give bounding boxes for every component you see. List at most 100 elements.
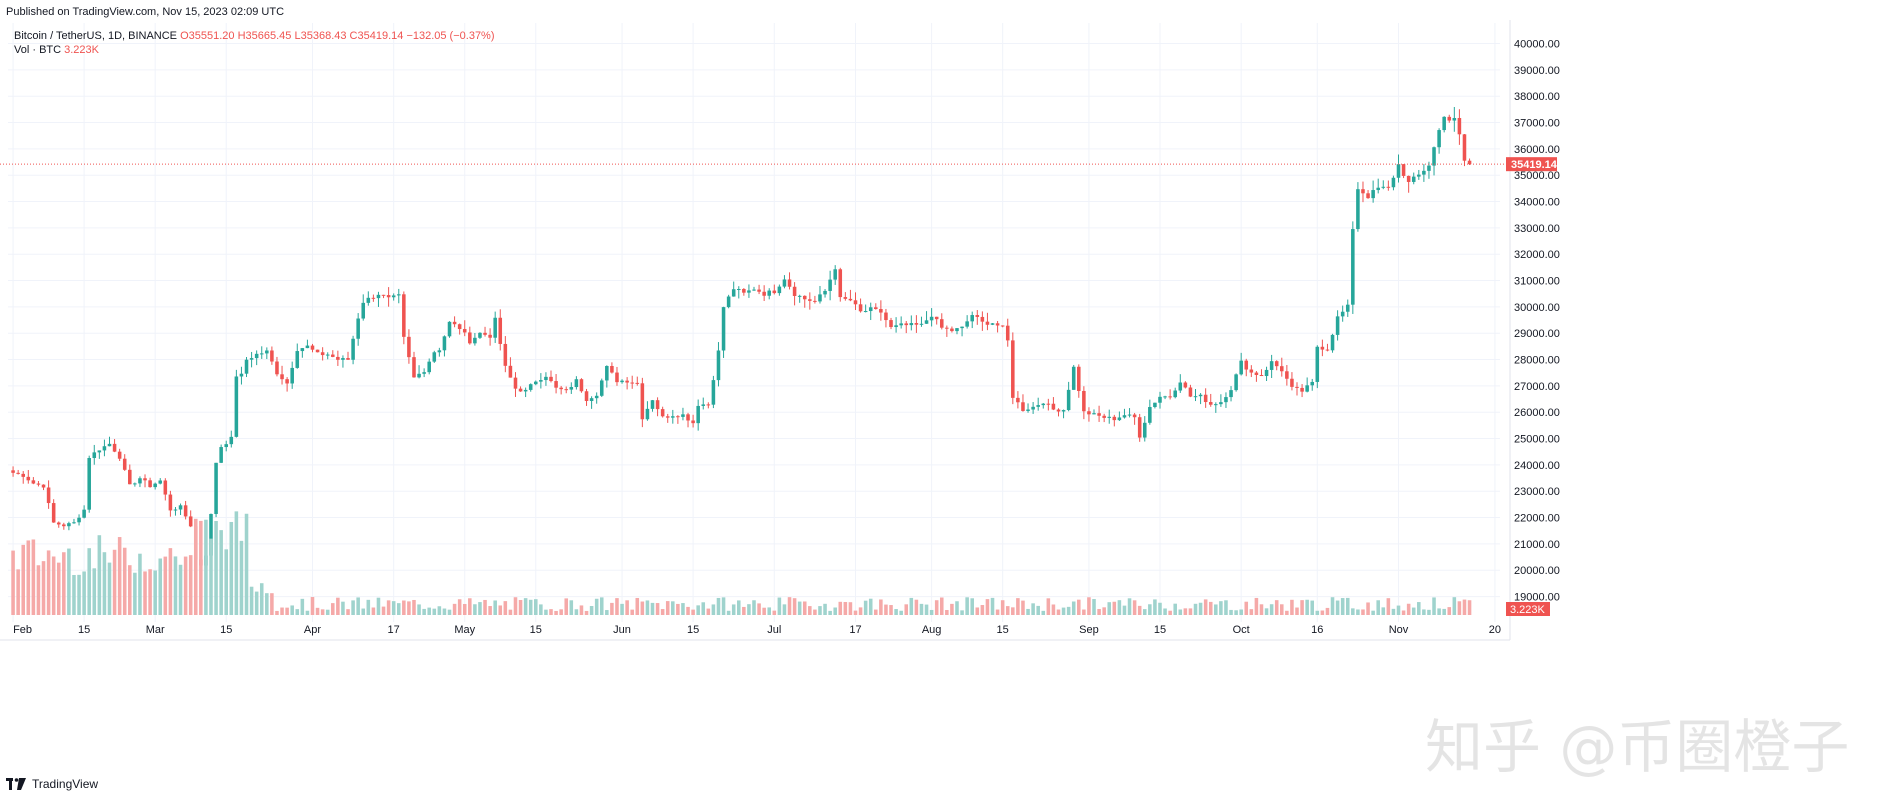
candle-body <box>569 387 574 390</box>
candle <box>1411 172 1416 185</box>
volume-bar <box>1198 602 1203 615</box>
candle-body <box>1300 387 1304 392</box>
legend-value: 3.223K <box>64 44 100 56</box>
price-tick-label: 25000.00 <box>1514 434 1560 446</box>
candle-body <box>51 503 56 523</box>
candle-body <box>858 304 863 312</box>
candle <box>782 275 787 289</box>
candle <box>1046 398 1051 411</box>
candle <box>1351 221 1355 314</box>
volume-bar <box>772 610 777 615</box>
volume-bar <box>199 520 203 615</box>
volume-bar <box>468 598 472 615</box>
volume-bar <box>681 603 685 615</box>
candle <box>990 323 995 326</box>
candle <box>676 415 680 424</box>
candle-body <box>1082 390 1086 412</box>
volume-bar <box>1046 598 1051 615</box>
volume-bar <box>1467 600 1472 615</box>
candle <box>1345 299 1350 317</box>
volume-bar <box>356 597 360 615</box>
candle-body <box>1269 361 1274 370</box>
candle <box>1122 408 1127 419</box>
volume-bar <box>813 609 817 615</box>
volume-bar <box>143 571 147 615</box>
candle-body <box>1325 349 1330 351</box>
candle <box>757 284 761 295</box>
volume-bar <box>168 548 173 615</box>
candle-body <box>1274 361 1279 367</box>
candle <box>92 444 97 465</box>
volume-bar <box>879 599 883 615</box>
candle-body <box>554 381 558 388</box>
candle-body <box>1345 304 1350 312</box>
volume-bar <box>21 544 26 615</box>
candle <box>736 286 741 299</box>
candle <box>391 293 396 301</box>
volume-bar <box>234 511 239 615</box>
candle <box>331 350 335 358</box>
volume-bar <box>1305 599 1309 615</box>
candle <box>1016 391 1020 409</box>
volume-bar <box>36 565 41 615</box>
candle-body <box>153 483 157 488</box>
candle <box>468 326 472 345</box>
volume-bar <box>361 608 366 615</box>
candle-body <box>1066 389 1071 411</box>
volume-bar <box>305 610 310 615</box>
volume-bar <box>183 556 188 615</box>
candle <box>655 397 660 417</box>
volume-bar <box>1411 607 1416 615</box>
candle <box>858 298 863 313</box>
volume-bar <box>1442 608 1446 615</box>
candle-body <box>671 416 675 418</box>
volume-bar <box>239 540 244 615</box>
candle <box>1097 405 1101 422</box>
volume-bar <box>1219 601 1223 615</box>
volume-bar <box>1234 610 1238 615</box>
candle <box>295 343 300 369</box>
candle-body <box>1016 397 1020 403</box>
candle <box>1406 175 1411 193</box>
volume-bar <box>498 605 503 615</box>
volume-bar <box>630 609 634 615</box>
volume-bar <box>1300 600 1304 615</box>
candle <box>1061 409 1066 419</box>
candle-body <box>599 380 604 396</box>
candle-body <box>899 323 903 326</box>
candle <box>863 304 868 313</box>
candle <box>696 399 700 431</box>
candle-body <box>605 366 609 381</box>
candle <box>1051 397 1056 411</box>
volume-bar <box>868 598 873 615</box>
volume-bar <box>919 603 924 615</box>
volume-bar <box>1188 608 1193 615</box>
volume-bar <box>473 604 477 615</box>
volume-bar <box>970 598 974 615</box>
candle-body <box>1188 387 1193 397</box>
candle <box>1056 408 1061 417</box>
candle <box>1071 364 1076 390</box>
candle <box>1036 397 1040 411</box>
candle <box>1102 413 1106 423</box>
tradingview-footer[interactable]: TradingView <box>6 777 98 791</box>
candle-body <box>325 354 330 356</box>
candle <box>254 350 259 366</box>
volume-bar <box>579 605 584 615</box>
volume-bar <box>1340 598 1345 615</box>
volume-bar <box>1026 608 1030 615</box>
candle-body <box>1031 406 1035 410</box>
candle-body <box>889 320 893 328</box>
candle-body <box>417 373 421 378</box>
candle-body <box>970 315 974 322</box>
candle <box>945 325 949 337</box>
volume-bar <box>635 597 640 615</box>
candle-body <box>427 361 431 373</box>
candle <box>356 313 360 346</box>
candle <box>21 471 26 484</box>
candle-body <box>625 380 629 383</box>
candle <box>635 376 640 386</box>
volume-bar <box>173 556 178 615</box>
volume-bar <box>975 607 980 615</box>
